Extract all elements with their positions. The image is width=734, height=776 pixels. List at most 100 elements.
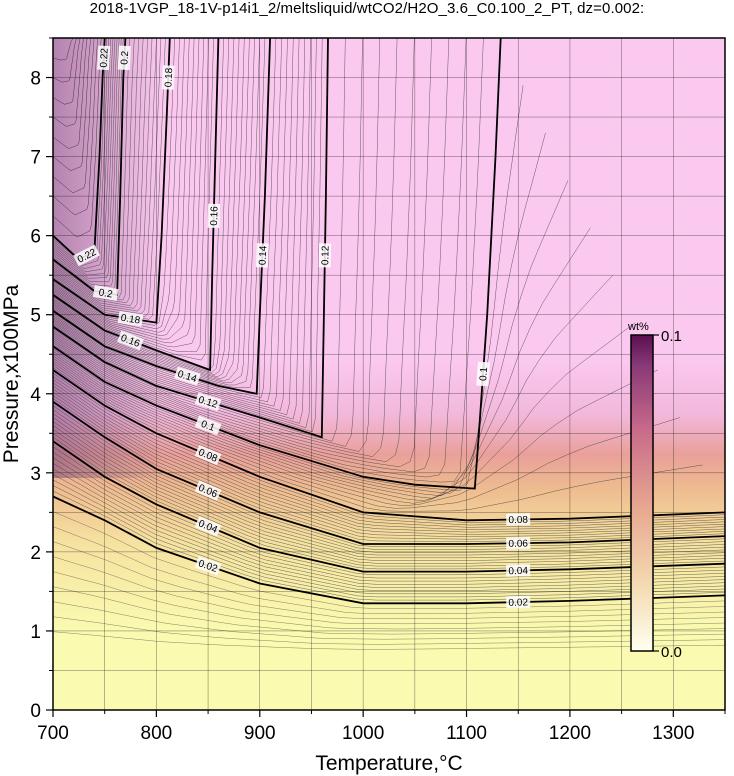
colorbar-min-label: 0.0 [661, 644, 682, 661]
contour-label-text: 0.1 [478, 366, 490, 381]
x-tick-label: 1000 [342, 723, 384, 744]
y-tick-label: 3 [30, 464, 41, 485]
minor-contour-line [53, 38, 139, 304]
contour-label: 0.06 [506, 537, 531, 550]
minor-contour-line [53, 38, 148, 309]
x-tick-label: 900 [244, 723, 276, 744]
minor-contour-line [53, 38, 131, 298]
contour-label-text: 0.18 [163, 67, 175, 87]
minor-contour-line [53, 227, 591, 499]
minor-contour-line [53, 38, 266, 388]
minor-contour-line [53, 631, 725, 650]
minor-contour-line [53, 38, 294, 411]
minor-contour-line [53, 616, 725, 645]
minor-contour-line [53, 601, 725, 640]
minor-contour-line [53, 38, 190, 336]
minor-contour-line [53, 38, 235, 375]
minor-contour-line [53, 180, 569, 497]
contour-label-bg [194, 556, 222, 576]
y-tick-label: 4 [30, 385, 41, 406]
minor-contour-line [53, 38, 175, 326]
y-tick-label: 5 [30, 306, 41, 327]
contour-label-bg [194, 415, 222, 436]
contour-label-text: 0.1 [199, 419, 216, 434]
minor-contour-line [53, 38, 81, 105]
minor-contour-line [53, 85, 524, 491]
major-contour-line [53, 38, 127, 296]
minor-contour-line [53, 38, 484, 483]
major-contour-line [53, 440, 725, 573]
minor-contour-line [53, 511, 725, 609]
contour-label: 0.22 [97, 45, 111, 71]
y-axis: 0 1 2 3 4 5 6 7 8 [30, 37, 53, 722]
minor-contour-line [53, 38, 432, 468]
minor-contour-line [53, 38, 195, 340]
contour-label-bg [255, 243, 269, 268]
minor-contour-line [53, 38, 245, 380]
minor-contour-line [53, 322, 636, 504]
minor-contour-line [53, 38, 84, 127]
contour-label-bg [476, 361, 490, 387]
minor-contour-line [53, 38, 144, 306]
y-tick-label: 0 [30, 701, 41, 722]
minor-contour-line [53, 541, 725, 619]
contour-label-bg [73, 244, 101, 267]
y-tick-label: 2 [30, 543, 41, 564]
contour-label-bg [194, 392, 222, 411]
contour-label-bg [506, 564, 531, 577]
contour-label: 0.04 [506, 564, 531, 577]
contour-label-text: 0.02 [508, 597, 528, 608]
contour-label-bg [194, 516, 222, 537]
major-contour-line [53, 38, 171, 324]
y-tick-label: 1 [30, 622, 41, 643]
x-tick-label: 1100 [446, 723, 487, 744]
major-contour-lines [53, 38, 725, 605]
minor-contour-line [53, 38, 398, 457]
contour-label-text: 0.22 [99, 47, 111, 67]
minor-contour-line [53, 38, 255, 384]
minor-contour-line [53, 38, 306, 420]
contour-label: 0.1 [476, 361, 490, 387]
contour-label-bg [161, 65, 175, 90]
minor-contour-line [53, 556, 725, 625]
minor-contour-line [53, 38, 118, 279]
chart-title: 2018-1VGP_18-1V-p14i1_2/meltsliquid/wtCO… [89, 0, 645, 17]
contour-label-text: 0.18 [120, 313, 141, 327]
minor-contour-line [53, 38, 200, 344]
x-axis-label: Temperature,°C [315, 752, 462, 775]
minor-contour-line [53, 38, 224, 371]
major-contour-line [53, 38, 329, 439]
minor-contour-line [53, 362, 658, 507]
minor-contour-line [53, 38, 114, 273]
contour-label-text: 0.14 [257, 245, 269, 265]
colorbar-gradient [630, 334, 654, 652]
minor-contour-line [53, 38, 288, 407]
minor-contour-line [53, 38, 153, 312]
contour-label-bg [117, 45, 131, 71]
minor-contour-line [53, 38, 250, 382]
minor-contour-line [53, 38, 124, 291]
contour-label-text: 0.04 [508, 566, 528, 577]
contour-label: 0.18 [161, 65, 175, 90]
x-tick-label: 700 [37, 723, 69, 744]
contour-label-text: 0.08 [508, 515, 528, 526]
minor-contour-line [53, 38, 157, 315]
minor-contour-line [53, 365, 681, 509]
major-contour-line [53, 369, 725, 522]
minor-contour-line [53, 571, 725, 630]
x-tick-label: 1200 [549, 723, 591, 744]
contour-label-text: 0.2 [119, 50, 131, 65]
minor-contour-line [53, 132, 546, 494]
contour-label-bg [97, 45, 111, 71]
contour-label-text: 0.16 [209, 206, 221, 226]
minor-contour-line [53, 38, 282, 403]
minor-contour-line [53, 38, 88, 149]
contour-label-bg [506, 537, 531, 550]
contour-label: 0.2 [92, 285, 119, 301]
minor-contour-line [53, 38, 120, 283]
minor-contour-line [53, 38, 98, 216]
minor-contour-line [53, 38, 323, 433]
contour-label: 0.1 [194, 415, 222, 436]
major-contour-line [53, 38, 220, 372]
